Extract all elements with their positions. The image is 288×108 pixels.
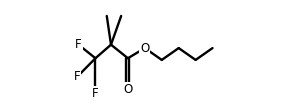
- Text: F: F: [75, 38, 82, 51]
- Text: F: F: [74, 70, 80, 83]
- Text: O: O: [140, 42, 149, 55]
- Text: F: F: [92, 87, 99, 100]
- Text: O: O: [123, 83, 132, 96]
